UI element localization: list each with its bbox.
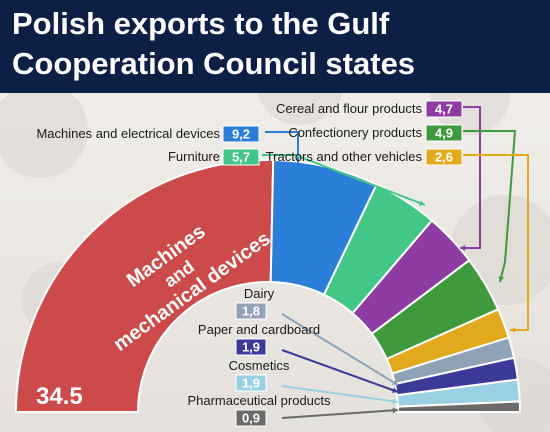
- slice-labels: Machines and electrical devices 9,2 Furnit…: [36, 100, 463, 427]
- value-dairy: 1,8: [242, 304, 260, 319]
- coin-decoration: [0, 82, 88, 178]
- badge-furniture: [222, 148, 260, 166]
- label-cereal-and-flour-products: Cereal and flour products: [276, 101, 422, 116]
- value-paper-and-cardboard: 1,9: [242, 340, 260, 355]
- connector-line: [460, 106, 481, 249]
- connector-line: [262, 154, 426, 206]
- connector-arrow: [392, 379, 398, 385]
- sector-pharmaceutical-products: [396, 400, 522, 413]
- connector-arrow: [498, 276, 505, 282]
- badge-cosmetics: [235, 374, 267, 392]
- label-furniture: Furniture: [168, 149, 220, 164]
- value-machines-and-mechanical-devices: 34.5: [36, 383, 83, 410]
- value-cereal-and-flour-products: 4,7: [435, 102, 453, 117]
- label-pharmaceutical-products: Pharmaceutical products: [187, 393, 331, 408]
- badge-cereal-and-flour-products: [425, 100, 463, 118]
- badge-pharmaceutical-products: [235, 409, 267, 427]
- connector-line: [281, 349, 399, 393]
- connector-line: [463, 154, 529, 331]
- badge-dairy: [235, 302, 267, 320]
- connector-arrow: [295, 164, 301, 170]
- connector-arrow: [510, 327, 516, 333]
- value-tractors-and-other-vehicles: 2,6: [435, 150, 453, 165]
- label-confectionery-products: Confectionery products: [288, 125, 422, 140]
- title-line-1: Polish exports to the Gulf: [12, 6, 390, 41]
- connector-arrow: [392, 407, 398, 414]
- connector-arrow: [392, 387, 398, 393]
- label-cosmetics: Cosmetics: [229, 358, 290, 373]
- label-tractors-and-other-vehicles: Tractors and other vehicles: [266, 149, 423, 164]
- value-confectionery-products: 4,9: [435, 126, 453, 141]
- title-bar: Polish exports to the Gulf Cooperation C…: [0, 0, 550, 93]
- value-pharmaceutical-products: 0,9: [242, 411, 260, 426]
- badge-tractors-and-other-vehicles: [425, 148, 463, 166]
- badge-confectionery-products: [425, 124, 463, 142]
- connector-arrow: [419, 200, 425, 206]
- connector-line: [281, 313, 399, 386]
- connector-line: [281, 409, 399, 419]
- connector-line: [265, 131, 299, 170]
- sector-machines-and-mechanical-devices: [14, 159, 275, 413]
- connector-arrow: [460, 245, 466, 251]
- sectors: [14, 159, 522, 413]
- badge-paper-and-cardboard: [235, 338, 267, 356]
- value-machines-and-electrical-devices: 9,2: [232, 127, 250, 142]
- title-line-2: Cooperation Council states: [12, 46, 416, 81]
- label-paper-and-cardboard: Paper and cardboard: [198, 322, 320, 337]
- value-cosmetics: 1,9: [242, 376, 260, 391]
- connector-lines: [262, 106, 529, 419]
- badge-machines-and-electrical-devices: [222, 125, 260, 143]
- label-machines-and-electrical-devices: Machines and electrical devices: [36, 126, 220, 141]
- connector-line: [463, 130, 517, 283]
- connector-line: [281, 385, 399, 403]
- connector-arrow: [392, 398, 398, 405]
- value-furniture: 5,7: [232, 150, 250, 165]
- label-dairy: Dairy: [244, 286, 275, 301]
